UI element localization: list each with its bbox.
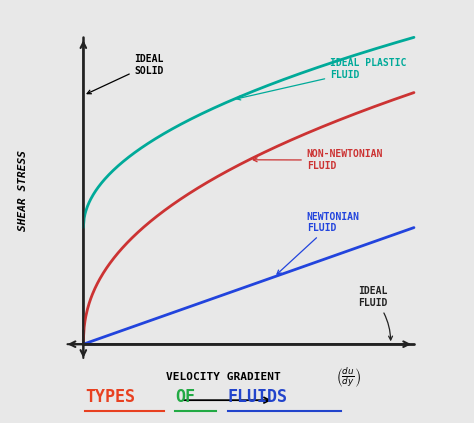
Text: NEWTONIAN
FLUID: NEWTONIAN FLUID (277, 212, 360, 274)
Text: OF: OF (175, 388, 195, 406)
Text: SHEAR STRESS: SHEAR STRESS (18, 150, 28, 231)
Text: NON-NEWTONIAN
FLUID: NON-NEWTONIAN FLUID (253, 149, 383, 171)
Text: FLUIDS: FLUIDS (228, 388, 288, 406)
Text: IDEAL PLASTIC
FLUID: IDEAL PLASTIC FLUID (237, 58, 407, 100)
Text: IDEAL
SOLID: IDEAL SOLID (87, 54, 164, 94)
Text: VELOCITY GRADIENT: VELOCITY GRADIENT (165, 372, 281, 382)
Text: TYPES: TYPES (85, 388, 135, 406)
Text: IDEAL
FLUID: IDEAL FLUID (358, 286, 392, 340)
Text: $\left(\frac{du}{dy}\right)$: $\left(\frac{du}{dy}\right)$ (336, 365, 362, 389)
